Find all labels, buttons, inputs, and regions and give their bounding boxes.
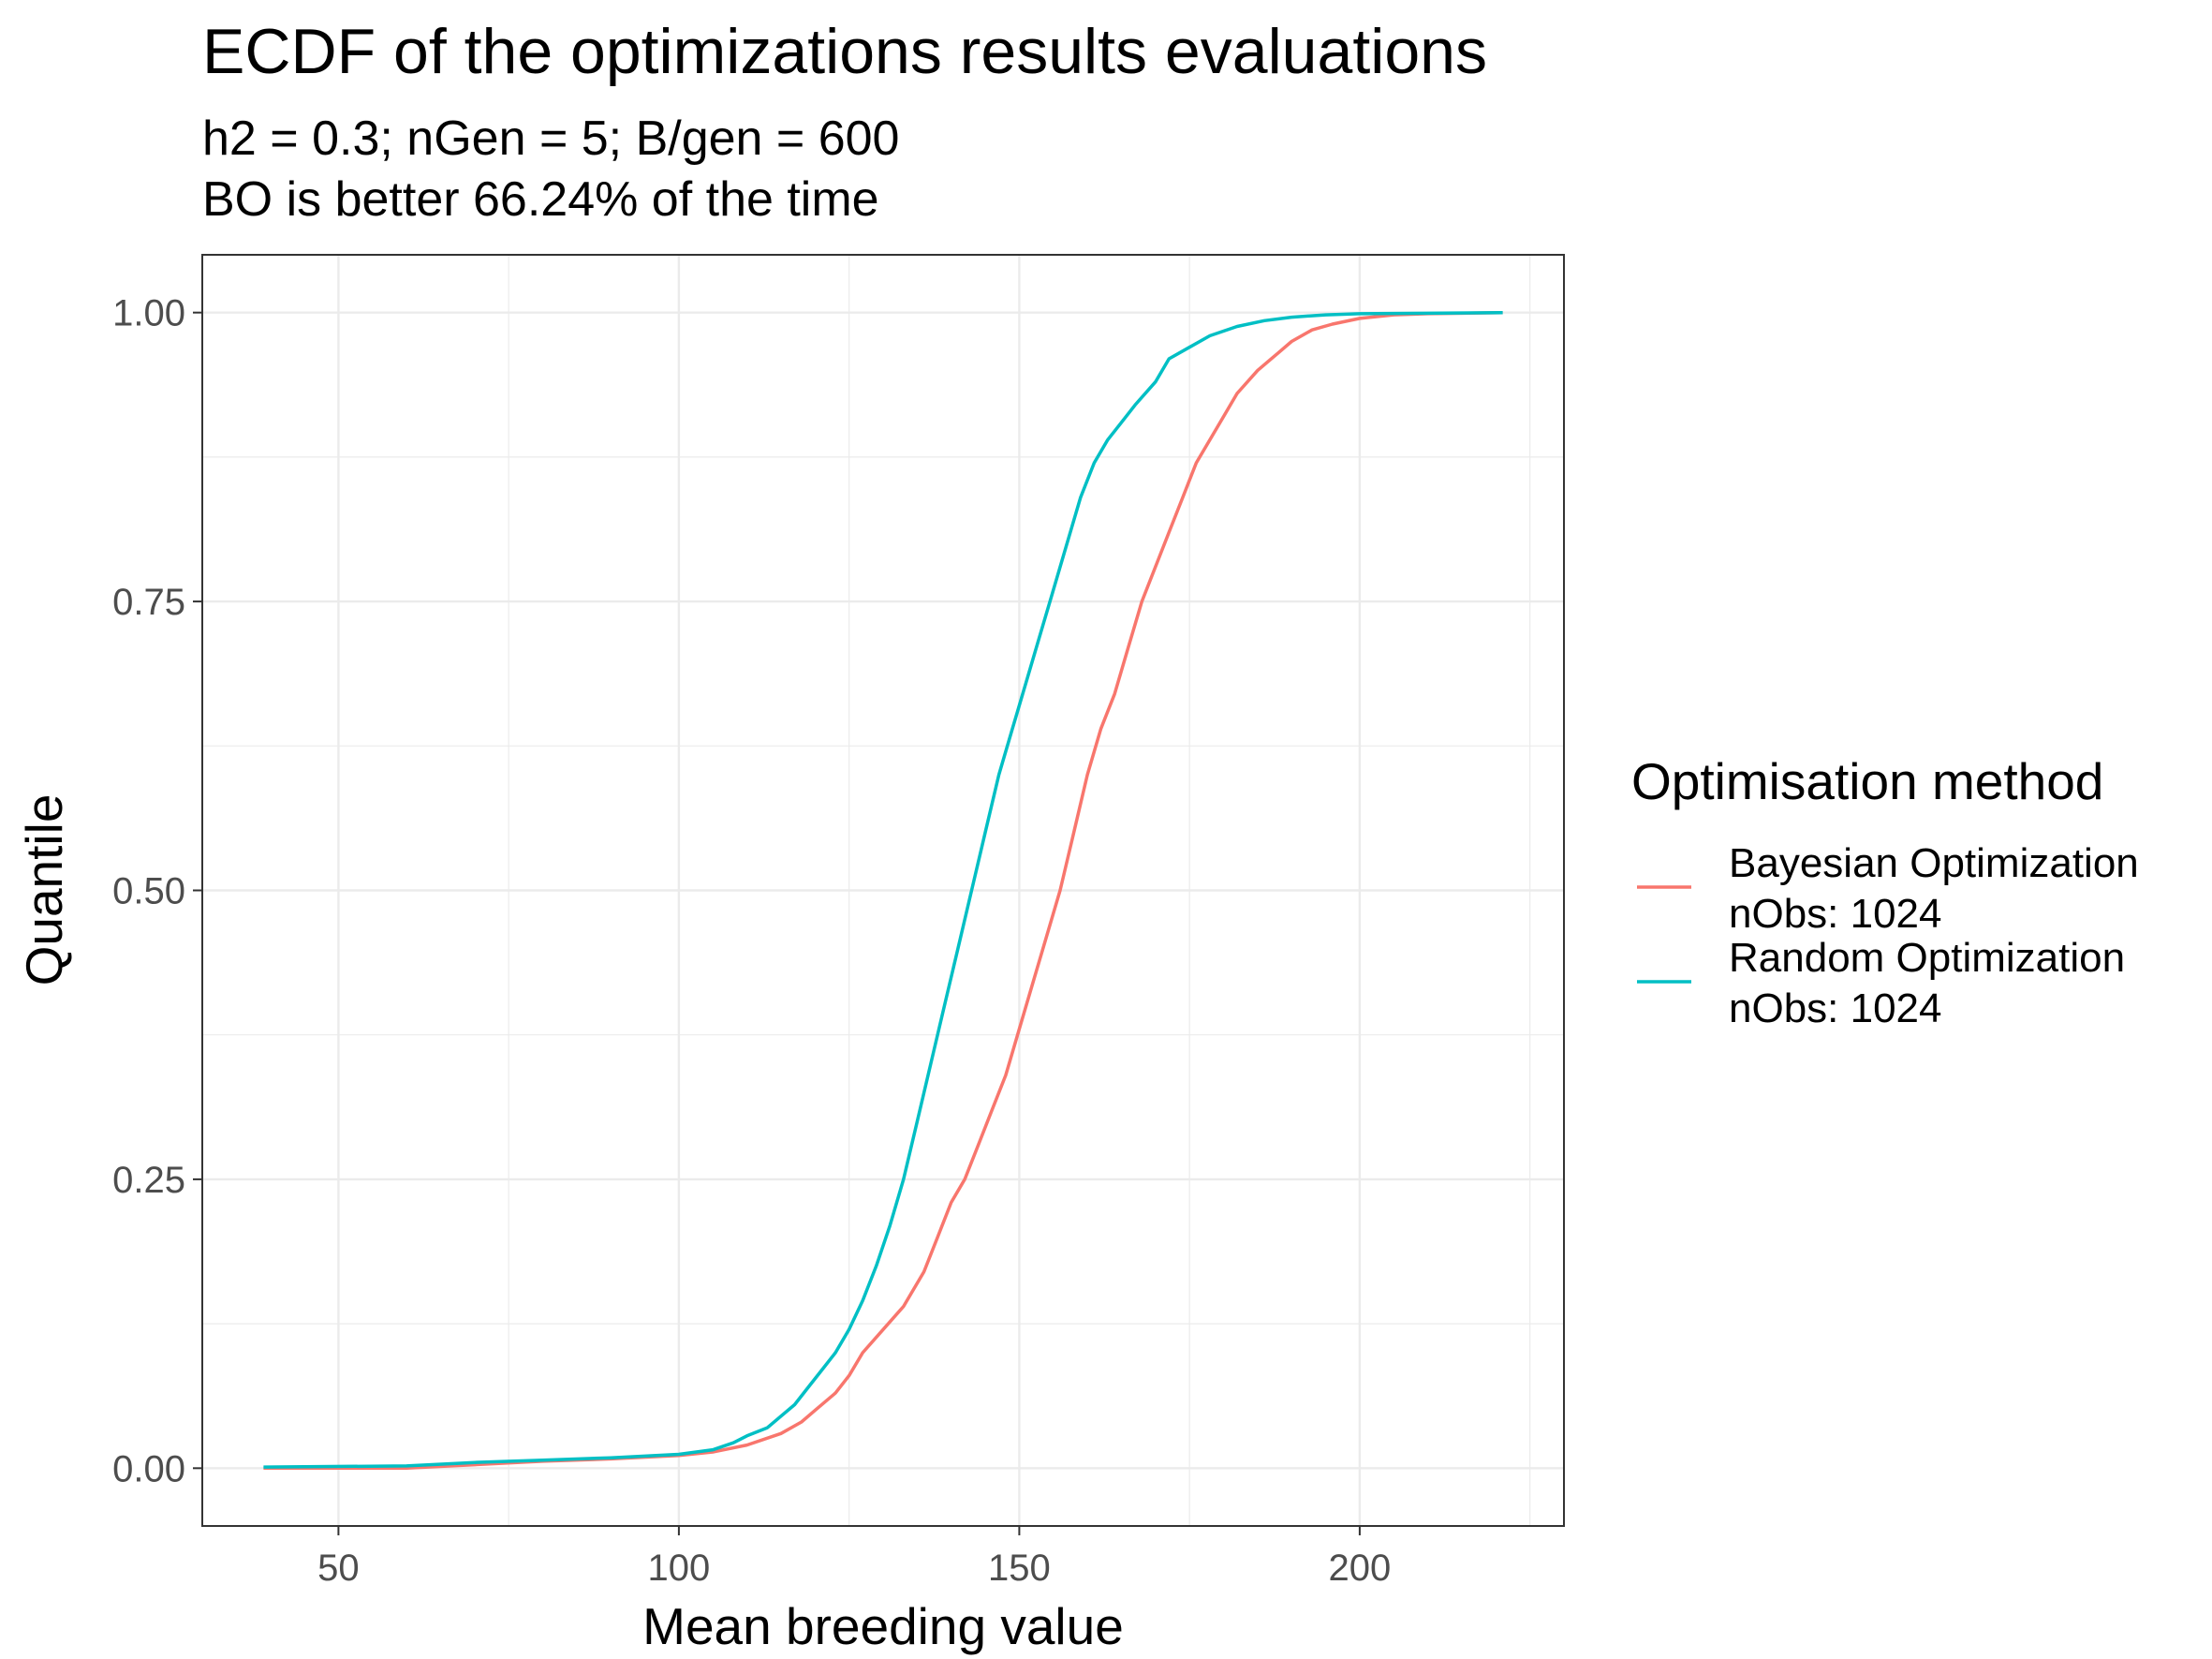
legend-nobs-bayesian: nObs: 1024 bbox=[1729, 891, 1942, 937]
y-axis: 0.00 0.25 0.50 0.75 1.00 bbox=[112, 293, 202, 1489]
series-layer bbox=[263, 310, 1503, 1471]
chart-subtitle-line-2: BO is better 66.24% of the time bbox=[202, 172, 879, 227]
legend-nobs-random: nObs: 1024 bbox=[1729, 985, 1942, 1031]
x-tick-label: 100 bbox=[648, 1548, 711, 1589]
y-tick-label: 1.00 bbox=[112, 293, 185, 334]
legend-item-random: Random Optimization nObs: 1024 bbox=[1637, 935, 2125, 1031]
x-axis: 50 100 150 200 bbox=[317, 1526, 1391, 1589]
chart-subtitle-line-1: h2 = 0.3; nGen = 5; B/gen = 600 bbox=[202, 111, 899, 166]
legend-item-bayesian: Bayesian Optimization nObs: 1024 bbox=[1637, 840, 2139, 937]
y-tick-label: 0.00 bbox=[112, 1448, 185, 1489]
y-tick-label: 0.75 bbox=[112, 582, 185, 623]
y-axis-title: Quantile bbox=[15, 794, 73, 986]
x-tick-label: 50 bbox=[317, 1548, 360, 1589]
x-tick-label: 150 bbox=[988, 1548, 1051, 1589]
chart-title: ECDF of the optimizations results evalua… bbox=[202, 16, 1487, 87]
y-tick-label: 0.50 bbox=[112, 871, 185, 912]
series-line-bayesian-optimization bbox=[263, 310, 1503, 1471]
legend-label-random: Random Optimization bbox=[1729, 935, 2125, 981]
legend-label-bayesian: Bayesian Optimization bbox=[1729, 840, 2139, 886]
series-line-random-optimization bbox=[263, 310, 1503, 1469]
legend-title: Optimisation method bbox=[1631, 752, 2103, 810]
grid-major bbox=[202, 255, 1564, 1526]
x-tick-label: 200 bbox=[1329, 1548, 1392, 1589]
x-axis-title: Mean breeding value bbox=[642, 1597, 1124, 1655]
legend: Optimisation method Bayesian Optimizatio… bbox=[1631, 752, 2139, 1031]
y-tick-label: 0.25 bbox=[112, 1160, 185, 1201]
